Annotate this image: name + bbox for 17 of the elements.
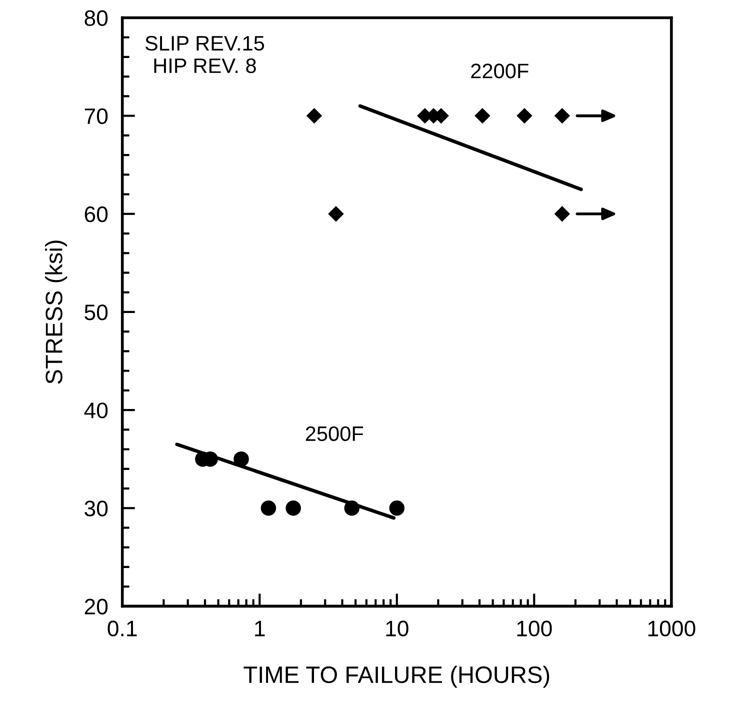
y-tick-label: 20 xyxy=(84,598,108,614)
x-tick-label: 100 xyxy=(517,620,552,636)
y-axis-title: STRESS (ksi) xyxy=(45,240,68,384)
series-label: 2200F xyxy=(471,64,528,78)
y-tick-label: 50 xyxy=(84,304,108,320)
y-tick-label: 70 xyxy=(84,108,108,124)
text: 2500F xyxy=(306,426,364,442)
y-tick-label: 60 xyxy=(84,206,108,222)
x-tick-label: 1 xyxy=(255,620,265,636)
x-tick-label: 1000 xyxy=(648,620,696,636)
annotation: SLIP REV.15 HIP REV. 8 xyxy=(145,36,264,74)
x-tick-label: 0.1 xyxy=(108,620,137,636)
y-tick-label: 30 xyxy=(84,500,108,516)
y-tick-label: 80 xyxy=(84,10,108,26)
x-tick-label: 10 xyxy=(386,620,408,636)
x-axis-title: TIME TO FAILURE (HOURS) xyxy=(244,666,550,688)
y-tick-label: 40 xyxy=(84,402,108,418)
